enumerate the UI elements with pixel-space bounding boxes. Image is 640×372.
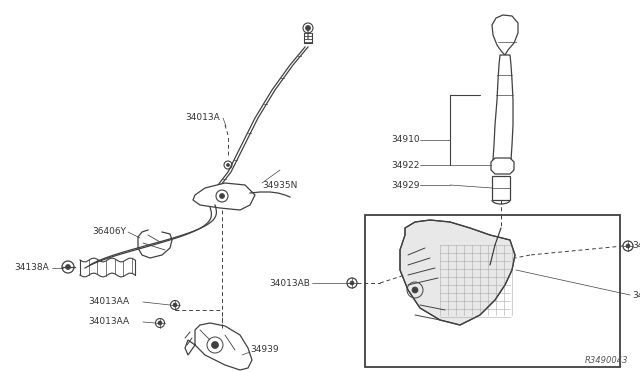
Circle shape <box>65 264 70 269</box>
Circle shape <box>350 281 354 285</box>
Circle shape <box>626 244 630 248</box>
Polygon shape <box>493 55 513 160</box>
Circle shape <box>227 164 230 167</box>
Text: 34138A: 34138A <box>14 263 49 273</box>
Text: 34013AA: 34013AA <box>88 317 129 327</box>
Text: 34013AA: 34013AA <box>88 298 129 307</box>
Text: 34910: 34910 <box>392 135 420 144</box>
Text: 34902: 34902 <box>632 291 640 299</box>
Text: 34013B: 34013B <box>632 241 640 250</box>
Circle shape <box>412 287 418 293</box>
Text: 34013AB: 34013AB <box>269 279 310 288</box>
Circle shape <box>173 303 177 307</box>
Polygon shape <box>185 323 252 370</box>
Circle shape <box>305 26 310 31</box>
Polygon shape <box>492 15 518 55</box>
Text: 34922: 34922 <box>392 160 420 170</box>
Text: 36406Y: 36406Y <box>92 228 126 237</box>
Polygon shape <box>400 220 515 325</box>
Polygon shape <box>492 176 510 200</box>
Circle shape <box>220 193 225 199</box>
Circle shape <box>211 341 218 349</box>
Text: 34935N: 34935N <box>262 180 298 189</box>
Polygon shape <box>491 158 514 174</box>
Polygon shape <box>193 183 255 210</box>
Text: 34939: 34939 <box>250 346 278 355</box>
Bar <box>365 215 620 367</box>
Circle shape <box>158 321 162 325</box>
Text: R3490043: R3490043 <box>584 356 628 365</box>
Text: 34013A: 34013A <box>185 113 220 122</box>
Text: 34929: 34929 <box>392 180 420 189</box>
